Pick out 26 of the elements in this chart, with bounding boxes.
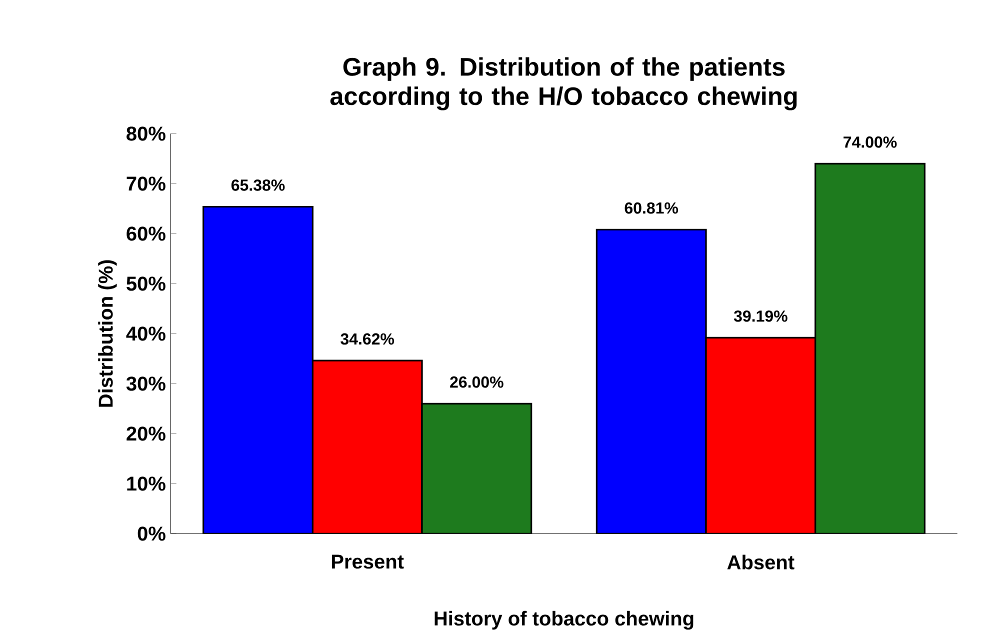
data-label: 26.00% (450, 376, 504, 388)
data-label: 60.81% (624, 202, 678, 214)
y-tick-label: 80% (126, 126, 166, 141)
bar (705, 336, 816, 534)
y-tick-label: 20% (126, 426, 166, 441)
data-label: 34.62% (340, 333, 394, 345)
y-tick-label: 50% (126, 276, 166, 291)
chart-title: Graph 9. Distribution of the patients according to the H/O tobacco chewing (330, 57, 797, 110)
y-tick-label: 60% (126, 226, 166, 241)
x-axis-title: History of tobacco chewing (434, 610, 694, 630)
y-tick-label: 40% (126, 326, 166, 341)
y-tick-label: 70% (126, 176, 166, 191)
bar (312, 360, 423, 534)
x-tick-label: Absent (727, 554, 794, 570)
data-label: 65.38% (231, 180, 285, 191)
x-tick-label: Present (332, 554, 404, 569)
bar (596, 228, 707, 534)
bar (202, 206, 314, 534)
bar (814, 162, 926, 534)
y-tick-label: 0% (138, 526, 166, 541)
y-tick-label: 10% (127, 476, 166, 491)
bar (421, 402, 532, 534)
y-axis-title: Distribution (%) (98, 260, 117, 407)
data-label: 74.00% (844, 136, 897, 148)
y-tick-label: 30% (126, 376, 166, 391)
data-label: 39.19% (734, 310, 788, 322)
